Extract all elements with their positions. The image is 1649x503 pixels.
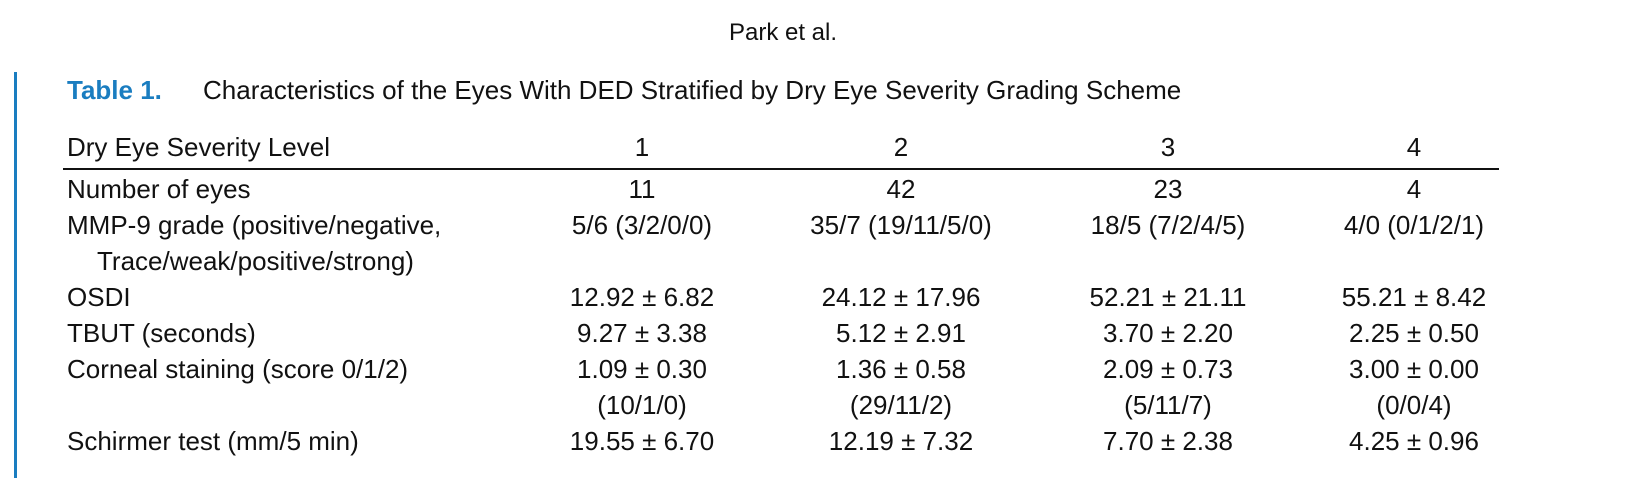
cell: 12.92 ± 6.82 xyxy=(569,282,715,312)
cell: 19.55 ± 6.70 xyxy=(569,426,715,456)
cell: 2.09 ± 0.73 xyxy=(1103,354,1233,384)
cell: 18/5 (7/2/4/5) xyxy=(1090,210,1246,240)
cell: 3.00 ± 0.00 xyxy=(1349,354,1479,384)
cell: 24.12 ± 17.96 xyxy=(821,282,981,312)
cell: 52.21 ± 21.11 xyxy=(1089,282,1247,312)
cell: 7.70 ± 2.38 xyxy=(1103,426,1233,456)
cell: 3.70 ± 2.20 xyxy=(1103,318,1233,348)
column-header: 1 xyxy=(634,132,650,162)
cell: 42 xyxy=(886,174,916,204)
cell: (0/0/4) xyxy=(1376,390,1452,420)
row-label: TBUT (seconds) xyxy=(67,318,256,348)
cell: 9.27 ± 3.38 xyxy=(577,318,707,348)
column-header: 2 xyxy=(893,132,909,162)
cell: 11 xyxy=(628,174,656,204)
column-header: 3 xyxy=(1160,132,1176,162)
margin-bar xyxy=(14,72,17,478)
running-head: Park et al. xyxy=(728,19,838,46)
cell: 1.36 ± 0.58 xyxy=(836,354,966,384)
cell: 12.19 ± 7.32 xyxy=(828,426,974,456)
cell: (29/11/2) xyxy=(849,390,953,420)
row-label: Corneal staining (score 0/1/2) xyxy=(67,354,409,384)
cell: 2.25 ± 0.50 xyxy=(1349,318,1479,348)
cell: 4/0 (0/1/2/1) xyxy=(1343,210,1485,240)
cell: 23 xyxy=(1153,174,1183,204)
cell: 55.21 ± 8.42 xyxy=(1341,282,1487,312)
table-title: Characteristics of the Eyes With DED Str… xyxy=(203,75,1182,105)
cell: 4.25 ± 0.96 xyxy=(1349,426,1479,456)
column-header: Dry Eye Severity Level xyxy=(67,132,330,162)
header-rule xyxy=(63,168,1499,170)
column-header: 4 xyxy=(1406,132,1422,162)
row-label: OSDI xyxy=(67,282,131,312)
row-label: Schirmer test (mm/5 min) xyxy=(67,426,359,456)
cell: 4 xyxy=(1406,174,1422,204)
cell: (10/1/0) xyxy=(597,390,687,420)
row-label: MMP-9 grade (positive/negative, xyxy=(67,210,442,240)
table-label: Table 1. xyxy=(67,75,162,105)
cell: 1.09 ± 0.30 xyxy=(577,354,707,384)
row-label: Trace/weak/positive/strong) xyxy=(97,246,414,276)
cell: (5/11/7) xyxy=(1124,390,1212,420)
cell: 35/7 (19/11/5/0) xyxy=(810,210,992,240)
cell: 5/6 (3/2/0/0) xyxy=(571,210,713,240)
cell: 5.12 ± 2.91 xyxy=(836,318,966,348)
row-label: Number of eyes xyxy=(67,174,251,204)
